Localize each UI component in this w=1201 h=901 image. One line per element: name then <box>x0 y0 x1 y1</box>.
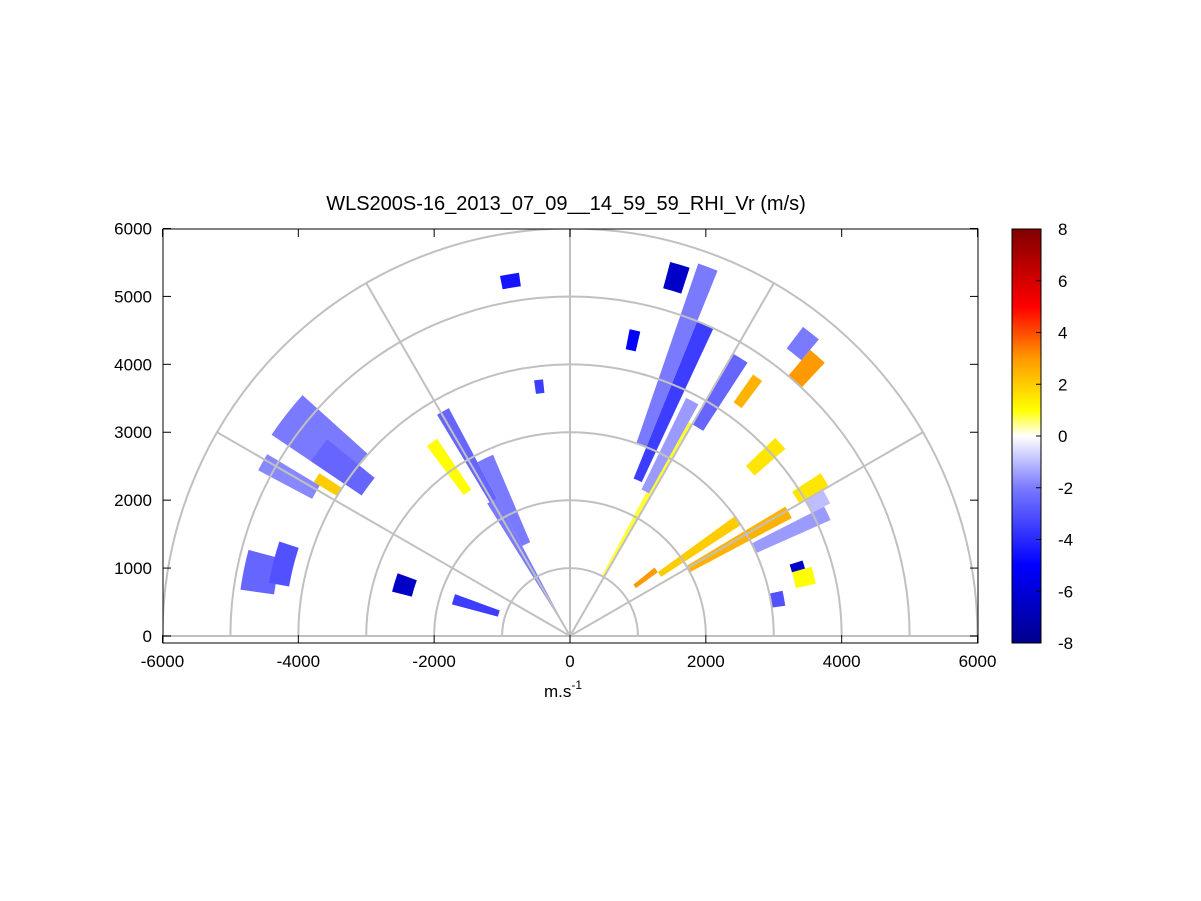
colorbar-tick-label: 8 <box>1058 220 1067 239</box>
x-tick-label: -2000 <box>412 652 455 671</box>
chart-title: WLS200S-16_2013_07_09__14_59_59_RHI_Vr (… <box>326 193 806 215</box>
velocity-sector <box>451 594 500 617</box>
x-tick-label: -4000 <box>277 652 320 671</box>
y-tick-label: 1000 <box>114 559 152 578</box>
velocity-sector <box>745 437 786 476</box>
velocity-sector <box>788 349 825 388</box>
azimuth-spoke <box>569 282 775 637</box>
velocity-sector <box>692 353 748 431</box>
x-tick-label: 2000 <box>687 652 725 671</box>
velocity-sector <box>269 541 299 587</box>
y-tick-label: 5000 <box>114 287 152 306</box>
colorbar-tick-label: 4 <box>1058 324 1067 343</box>
colorbar-tick-label: 2 <box>1058 375 1067 394</box>
x-axis: -6000 -4000 -2000 0 2000 4000 6000 <box>141 229 997 671</box>
velocity-sector <box>500 272 521 290</box>
velocity-sector <box>789 560 806 573</box>
velocity-sector <box>633 567 658 589</box>
velocity-sector <box>657 516 741 577</box>
x-axis-label-superscript: -1 <box>571 678 582 692</box>
velocity-sector <box>751 506 831 554</box>
azimuth-spoke <box>365 282 571 637</box>
y-tick-label: 0 <box>143 627 152 646</box>
velocity-sector <box>733 374 763 409</box>
velocity-sector <box>791 566 816 588</box>
colorbar: 8 6 4 2 0 -2 -4 -6 -8 <box>1011 220 1073 653</box>
y-tick-label: 6000 <box>114 219 152 238</box>
plot-area: -6000 -4000 -2000 0 2000 4000 6000 0 1000 2000 30… <box>114 219 996 671</box>
velocity-sector <box>392 573 417 597</box>
colorbar-tick-label: -8 <box>1058 634 1073 653</box>
velocity-sector <box>641 397 699 494</box>
azimuth-spoke <box>216 431 571 637</box>
x-tick-label: -6000 <box>141 652 184 671</box>
colorbar-tick-label: -2 <box>1058 479 1073 498</box>
x-tick-label: 6000 <box>959 652 997 671</box>
velocity-sector <box>769 590 786 608</box>
colorbar-tick-label: -4 <box>1058 531 1073 550</box>
y-tick-label: 4000 <box>114 355 152 374</box>
velocity-sector <box>805 489 831 513</box>
velocity-sector <box>786 326 819 361</box>
x-tick-label: 4000 <box>823 652 861 671</box>
y-tick-label: 2000 <box>114 491 152 510</box>
polar-grid <box>163 229 978 637</box>
y-tick-label: 3000 <box>114 423 152 442</box>
colorbar-tick-label: 6 <box>1058 272 1067 291</box>
velocity-sector <box>310 439 375 496</box>
colorbar-tick-label: 0 <box>1058 427 1067 446</box>
velocity-sector <box>633 321 714 483</box>
velocity-sector <box>426 438 472 495</box>
azimuth-spoke <box>569 431 924 637</box>
colorbar-tick-label: -6 <box>1058 582 1073 601</box>
y-axis: 0 1000 2000 3000 4000 5000 6000 <box>114 219 978 646</box>
colorbar-ticks: 8 6 4 2 0 -2 -4 -6 -8 <box>1036 220 1073 653</box>
velocity-sector <box>663 262 690 294</box>
velocity-sector <box>625 329 641 352</box>
range-ring <box>163 229 978 637</box>
x-tick-label: 0 <box>565 652 574 671</box>
velocity-sector <box>477 454 531 547</box>
x-axis-label: m.s-1 <box>544 678 582 701</box>
velocity-sector <box>636 263 718 448</box>
velocity-sector <box>792 473 829 504</box>
velocity-sector <box>313 473 343 497</box>
velocity-sector <box>534 379 545 394</box>
x-axis-label-base: m.s <box>544 682 571 701</box>
